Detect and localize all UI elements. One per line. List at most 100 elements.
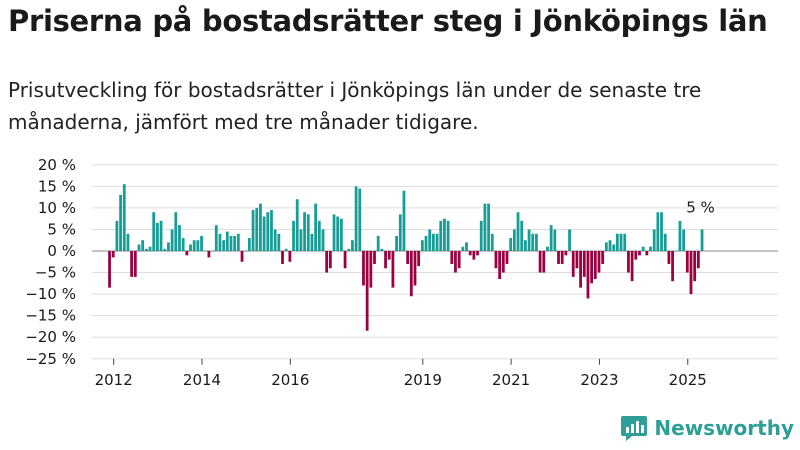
bar <box>623 233 627 251</box>
bar <box>472 251 476 260</box>
bar <box>634 251 638 260</box>
bar <box>211 251 214 252</box>
bar <box>593 251 597 280</box>
bar <box>560 251 564 264</box>
bar <box>325 251 329 273</box>
bar <box>501 251 505 273</box>
bar <box>354 186 358 251</box>
bar <box>446 220 450 251</box>
newsworthy-brand: Newsworthy <box>620 414 794 442</box>
bar <box>417 251 421 267</box>
bar <box>616 233 619 251</box>
bar <box>262 216 266 251</box>
x-axis: 2012 2014 2016 2019 2021 2023 2025 <box>95 358 707 389</box>
bar <box>568 229 571 251</box>
bar <box>465 242 468 251</box>
bar <box>608 240 612 251</box>
bar <box>535 233 538 251</box>
bar <box>306 214 310 251</box>
x-tick-label: 2014 <box>183 371 221 389</box>
bar <box>214 225 218 251</box>
bar <box>343 251 347 269</box>
bar <box>516 212 520 251</box>
bar <box>649 246 652 251</box>
bar <box>167 242 170 251</box>
bar <box>277 233 281 251</box>
bar <box>248 238 251 251</box>
bar <box>586 251 590 299</box>
bar <box>141 240 145 251</box>
bar <box>108 251 111 288</box>
bar <box>299 229 303 251</box>
bar <box>461 246 465 251</box>
bar <box>133 251 137 277</box>
bar <box>553 229 557 251</box>
bar <box>347 248 351 251</box>
bar <box>696 251 700 269</box>
bar <box>391 251 395 288</box>
bar <box>652 229 656 251</box>
bar <box>490 233 494 251</box>
y-tick-label: −25 % <box>25 350 76 368</box>
bar <box>152 212 156 251</box>
bar <box>373 251 376 264</box>
bar <box>542 251 546 273</box>
bar <box>270 210 273 251</box>
bar <box>218 233 222 251</box>
bar <box>487 203 490 251</box>
bar <box>682 229 686 251</box>
bar <box>656 212 660 251</box>
y-tick-label: −20 % <box>25 328 76 346</box>
bar <box>641 246 645 251</box>
gridlines <box>92 164 778 360</box>
bar <box>240 251 244 262</box>
bar <box>126 233 130 251</box>
bars <box>108 184 704 331</box>
bar <box>454 251 457 273</box>
bar <box>678 220 682 251</box>
bar <box>244 251 248 252</box>
bar <box>439 220 443 251</box>
bar <box>181 238 185 251</box>
bar <box>443 218 446 251</box>
bar <box>332 214 336 251</box>
bar <box>685 251 689 273</box>
bar <box>520 220 524 251</box>
bar <box>314 203 318 251</box>
bar <box>457 251 461 269</box>
bar <box>395 235 398 251</box>
bar <box>284 248 288 251</box>
bar <box>266 212 270 251</box>
y-tick-label: 20 % <box>38 156 76 174</box>
bar <box>369 251 373 288</box>
bar <box>229 235 233 251</box>
bar <box>630 251 634 282</box>
bar <box>185 251 189 256</box>
bar <box>192 240 196 251</box>
bar <box>200 235 203 251</box>
bar <box>689 251 693 295</box>
bar <box>604 242 608 251</box>
bar <box>406 251 410 264</box>
bar <box>538 251 542 273</box>
bar <box>189 244 192 251</box>
bar <box>170 229 174 251</box>
bar <box>292 220 295 251</box>
bar <box>645 251 649 256</box>
bar <box>340 218 343 251</box>
x-tick-label: 2016 <box>271 371 309 389</box>
bar <box>505 251 509 264</box>
bar <box>579 251 582 288</box>
bar <box>398 214 402 251</box>
bar <box>122 184 126 251</box>
y-tick-label: 15 % <box>38 177 76 195</box>
bar <box>273 229 277 251</box>
x-tick-label: 2019 <box>404 371 442 389</box>
bar <box>148 246 152 251</box>
bar <box>590 251 594 284</box>
bar <box>597 251 601 273</box>
bar <box>571 251 575 277</box>
bar <box>159 220 163 251</box>
bar <box>310 233 314 251</box>
bar <box>498 251 502 280</box>
